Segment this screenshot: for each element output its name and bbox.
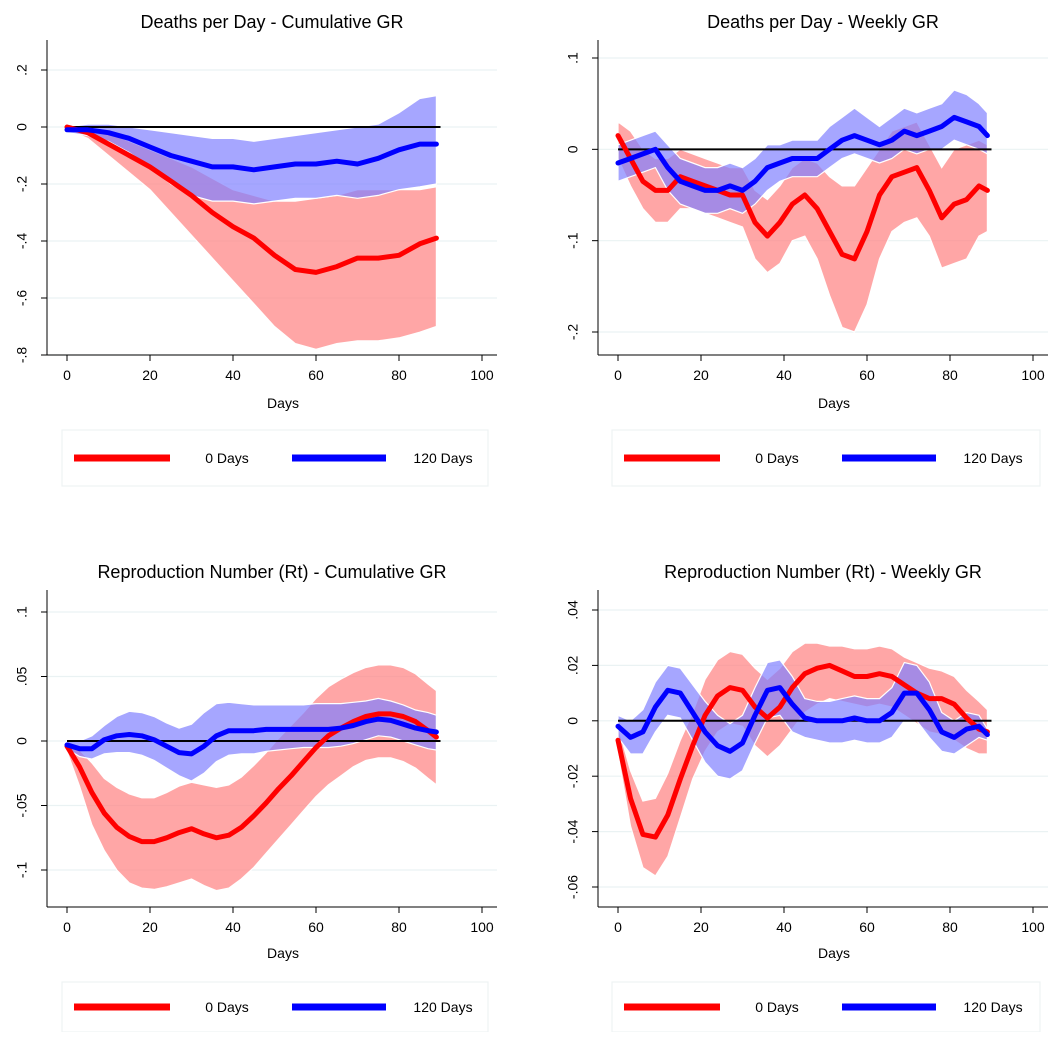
y-tick-label: .2 (14, 64, 30, 76)
x-axis-label: Days (267, 945, 299, 961)
series-line-red (615, 662, 990, 840)
legend: 0 Days 120 Days (611, 429, 1041, 487)
x-tick-label: 0 (63, 919, 71, 935)
x-tick-label: 40 (225, 367, 241, 383)
confidence-band-blue (66, 697, 437, 782)
y-tick-label: -.1 (14, 862, 30, 879)
x-axis-label: Days (818, 945, 850, 961)
chart-title: Deaths per Day - Weekly GR (707, 12, 939, 32)
x-tick-label: 60 (308, 919, 324, 935)
x-tick-label: 40 (776, 367, 792, 383)
y-tick-label: -.05 (14, 793, 30, 817)
legend-label: 120 Days (963, 450, 1022, 466)
chart-panel-1: Deaths per Day - Cumulative GR -.8 -.6 -.4 -… (14, 12, 497, 487)
y-tick-label: -.2 (565, 324, 581, 341)
x-tick-label: 100 (470, 367, 494, 383)
x-tick-label: 60 (859, 367, 875, 383)
x-tick-label: 100 (470, 919, 494, 935)
series-line-red (615, 133, 990, 262)
y-tick-label: 0 (14, 737, 30, 745)
y-tick-label: -.06 (565, 875, 581, 899)
chart-title: Reproduction Number (Rt) - Cumulative GR (97, 562, 446, 582)
legend-label: 0 Days (205, 450, 249, 466)
y-tick-label: 0 (14, 123, 30, 131)
y-tick-label: .02 (565, 655, 581, 675)
x-axis-label: Days (267, 395, 299, 411)
series-line-red (64, 711, 439, 845)
x-tick-label: 40 (225, 919, 241, 935)
legend: 0 Days 120 Days (611, 981, 1041, 1033)
legend: 0 Days 120 Days (61, 981, 489, 1033)
x-tick-label: 80 (391, 367, 407, 383)
legend-label: 120 Days (413, 450, 472, 466)
legend-label: 0 Days (205, 999, 249, 1015)
series-line-blue (64, 127, 439, 173)
chart-panel-2: Deaths per Day - Weekly GR -.2 -.1 0 .1 0 20 40… (565, 12, 1048, 487)
x-tick-label: 100 (1021, 919, 1045, 935)
chart-title: Deaths per Day - Cumulative GR (140, 12, 403, 32)
x-axis-label: Days (818, 395, 850, 411)
legend-label: 0 Days (755, 999, 799, 1015)
legend-label: 0 Days (755, 450, 799, 466)
y-tick-label: 0 (565, 145, 581, 153)
legend: 0 Days 120 Days (61, 429, 489, 487)
y-tick-label: -.4 (14, 233, 30, 250)
confidence-band-blue (617, 89, 988, 214)
y-tick-label: -.6 (14, 290, 30, 307)
series-line-red (64, 124, 439, 275)
y-tick-label: 0 (565, 717, 581, 725)
y-tick-label: -.04 (565, 819, 581, 843)
y-tick-label: -.02 (565, 764, 581, 788)
x-tick-label: 80 (942, 919, 958, 935)
x-tick-label: 20 (142, 367, 158, 383)
x-tick-label: 20 (693, 367, 709, 383)
chart-panel-4: Reproduction Number (Rt) - Weekly GR -.06… (565, 562, 1048, 1033)
chart-title: Reproduction Number (Rt) - Weekly GR (664, 562, 982, 582)
x-tick-label: 0 (614, 367, 622, 383)
y-tick-label: -.1 (565, 232, 581, 249)
y-tick-label: -.8 (14, 347, 30, 364)
x-tick-label: 60 (308, 367, 324, 383)
x-tick-label: 0 (614, 919, 622, 935)
x-tick-label: 40 (776, 919, 792, 935)
confidence-band-blue (617, 659, 988, 780)
x-tick-label: 100 (1021, 367, 1045, 383)
x-tick-label: 20 (142, 919, 158, 935)
y-tick-label: .05 (14, 667, 30, 687)
y-tick-label: -.2 (14, 176, 30, 193)
series-line-blue (64, 716, 439, 757)
y-tick-label: .1 (14, 606, 30, 618)
legend-label: 120 Days (963, 999, 1022, 1015)
x-tick-label: 20 (693, 919, 709, 935)
chart-panel-3: Reproduction Number (Rt) - Cumulative GR… (14, 562, 497, 1033)
series-line-blue (615, 114, 990, 193)
series-line-blue (615, 685, 990, 754)
x-tick-label: 80 (942, 367, 958, 383)
y-tick-label: .1 (565, 52, 581, 64)
legend-label: 120 Days (413, 999, 472, 1015)
x-tick-label: 60 (859, 919, 875, 935)
y-tick-label: .04 (565, 600, 581, 620)
x-tick-label: 0 (63, 367, 71, 383)
x-tick-label: 80 (391, 919, 407, 935)
